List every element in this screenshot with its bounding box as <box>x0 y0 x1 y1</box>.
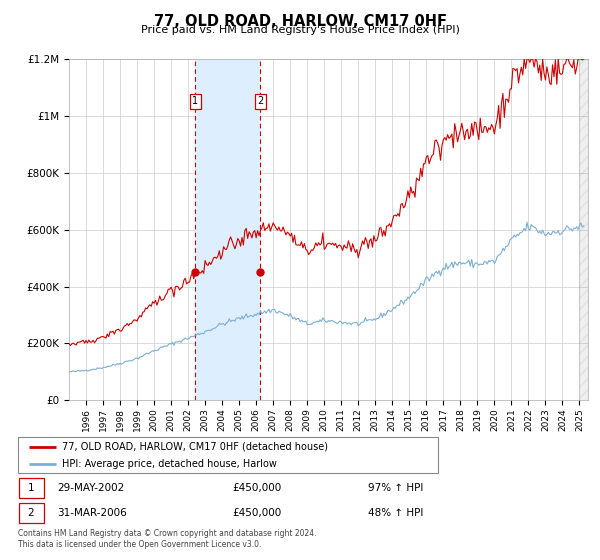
Text: 2: 2 <box>257 96 263 106</box>
Text: 31-MAR-2006: 31-MAR-2006 <box>58 508 127 518</box>
FancyBboxPatch shape <box>18 437 438 473</box>
FancyBboxPatch shape <box>19 478 44 498</box>
Text: This data is licensed under the Open Government Licence v3.0.: This data is licensed under the Open Gov… <box>18 540 262 549</box>
Text: Contains HM Land Registry data © Crown copyright and database right 2024.: Contains HM Land Registry data © Crown c… <box>18 529 317 538</box>
Text: 48% ↑ HPI: 48% ↑ HPI <box>368 508 423 518</box>
Text: HPI: Average price, detached house, Harlow: HPI: Average price, detached house, Harl… <box>62 459 277 469</box>
FancyBboxPatch shape <box>19 503 44 523</box>
Text: £450,000: £450,000 <box>232 483 281 493</box>
Text: 77, OLD ROAD, HARLOW, CM17 0HF: 77, OLD ROAD, HARLOW, CM17 0HF <box>154 14 446 29</box>
Text: 29-MAY-2002: 29-MAY-2002 <box>58 483 125 493</box>
Text: 1: 1 <box>28 483 34 493</box>
Text: 2: 2 <box>28 508 34 518</box>
Text: 77, OLD ROAD, HARLOW, CM17 0HF (detached house): 77, OLD ROAD, HARLOW, CM17 0HF (detached… <box>62 442 328 452</box>
Bar <box>195 59 260 400</box>
Text: 1: 1 <box>192 96 198 106</box>
Text: Price paid vs. HM Land Registry's House Price Index (HPI): Price paid vs. HM Land Registry's House … <box>140 25 460 35</box>
Bar <box>580 59 588 400</box>
Text: £450,000: £450,000 <box>232 508 281 518</box>
Text: 97% ↑ HPI: 97% ↑ HPI <box>368 483 423 493</box>
